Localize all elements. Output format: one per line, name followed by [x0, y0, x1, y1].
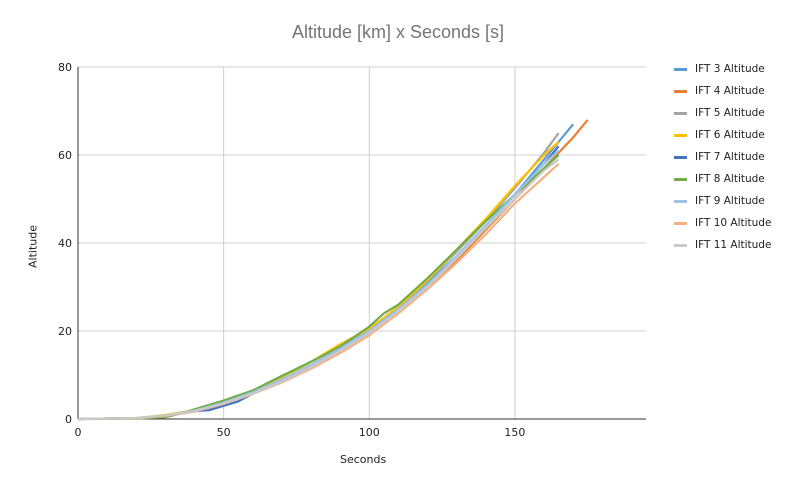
legend-swatch-icon [674, 133, 687, 137]
legend-swatch-icon [674, 221, 687, 225]
legend-swatch-icon [674, 177, 687, 181]
series-line [77, 158, 560, 421]
legend-label: IFT 8 Altitude [695, 173, 765, 185]
x-tick-label: 100 [359, 426, 380, 439]
chart-title: Altitude [km] x Seconds [s] [291, 22, 505, 42]
legend-swatch-icon [674, 199, 687, 203]
x-tick-label: 150 [504, 426, 525, 439]
legend-item: IFT 7 Altitude [674, 146, 771, 168]
series-line [77, 162, 560, 421]
x-axis-label: Seconds [340, 453, 387, 466]
y-tick-label: 20 [58, 325, 72, 338]
legend-item: IFT 9 Altitude [674, 190, 771, 212]
legend-item: IFT 5 Altitude [674, 102, 771, 124]
y-tick-label: 40 [58, 237, 72, 250]
y-axis-label: Altitude [26, 225, 40, 268]
legend-label: IFT 3 Altitude [695, 63, 765, 75]
y-tick-label: 80 [58, 61, 72, 74]
y-tick-label: 0 [65, 413, 72, 426]
legend-swatch-icon [674, 89, 687, 93]
series-line [77, 145, 560, 421]
legend-label: IFT 6 Altitude [695, 129, 765, 141]
legend-label: IFT 9 Altitude [695, 195, 765, 207]
legend-item: IFT 6 Altitude [674, 124, 771, 146]
series-line [77, 132, 560, 421]
legend-swatch-icon [674, 111, 687, 115]
legend-item: IFT 8 Altitude [674, 168, 771, 190]
legend-label: IFT 11 Altitude [695, 239, 772, 251]
legend-label: IFT 10 Altitude [695, 217, 772, 229]
series-line [77, 149, 560, 421]
legend-item: IFT 10 Altitude [674, 212, 771, 234]
legend-swatch-icon [674, 243, 687, 247]
legend-item: IFT 3 Altitude [674, 58, 771, 80]
legend-label: IFT 4 Altitude [695, 85, 765, 97]
y-tick-label: 60 [58, 149, 72, 162]
legend-item: IFT 4 Altitude [674, 80, 771, 102]
legend-swatch-icon [674, 155, 687, 159]
series-line [77, 154, 560, 421]
legend: IFT 3 Altitude IFT 4 Altitude IFT 5 Altitu… [674, 58, 771, 256]
x-tick-label: 50 [217, 426, 231, 439]
legend-label: IFT 7 Altitude [695, 151, 765, 163]
series-line [77, 140, 560, 421]
legend-label: IFT 5 Altitude [695, 107, 765, 119]
legend-item: IFT 11 Altitude [674, 234, 771, 256]
x-tick-label: 0 [75, 426, 82, 439]
series-line [77, 119, 589, 421]
legend-swatch-icon [674, 67, 687, 71]
series-line [77, 123, 575, 421]
